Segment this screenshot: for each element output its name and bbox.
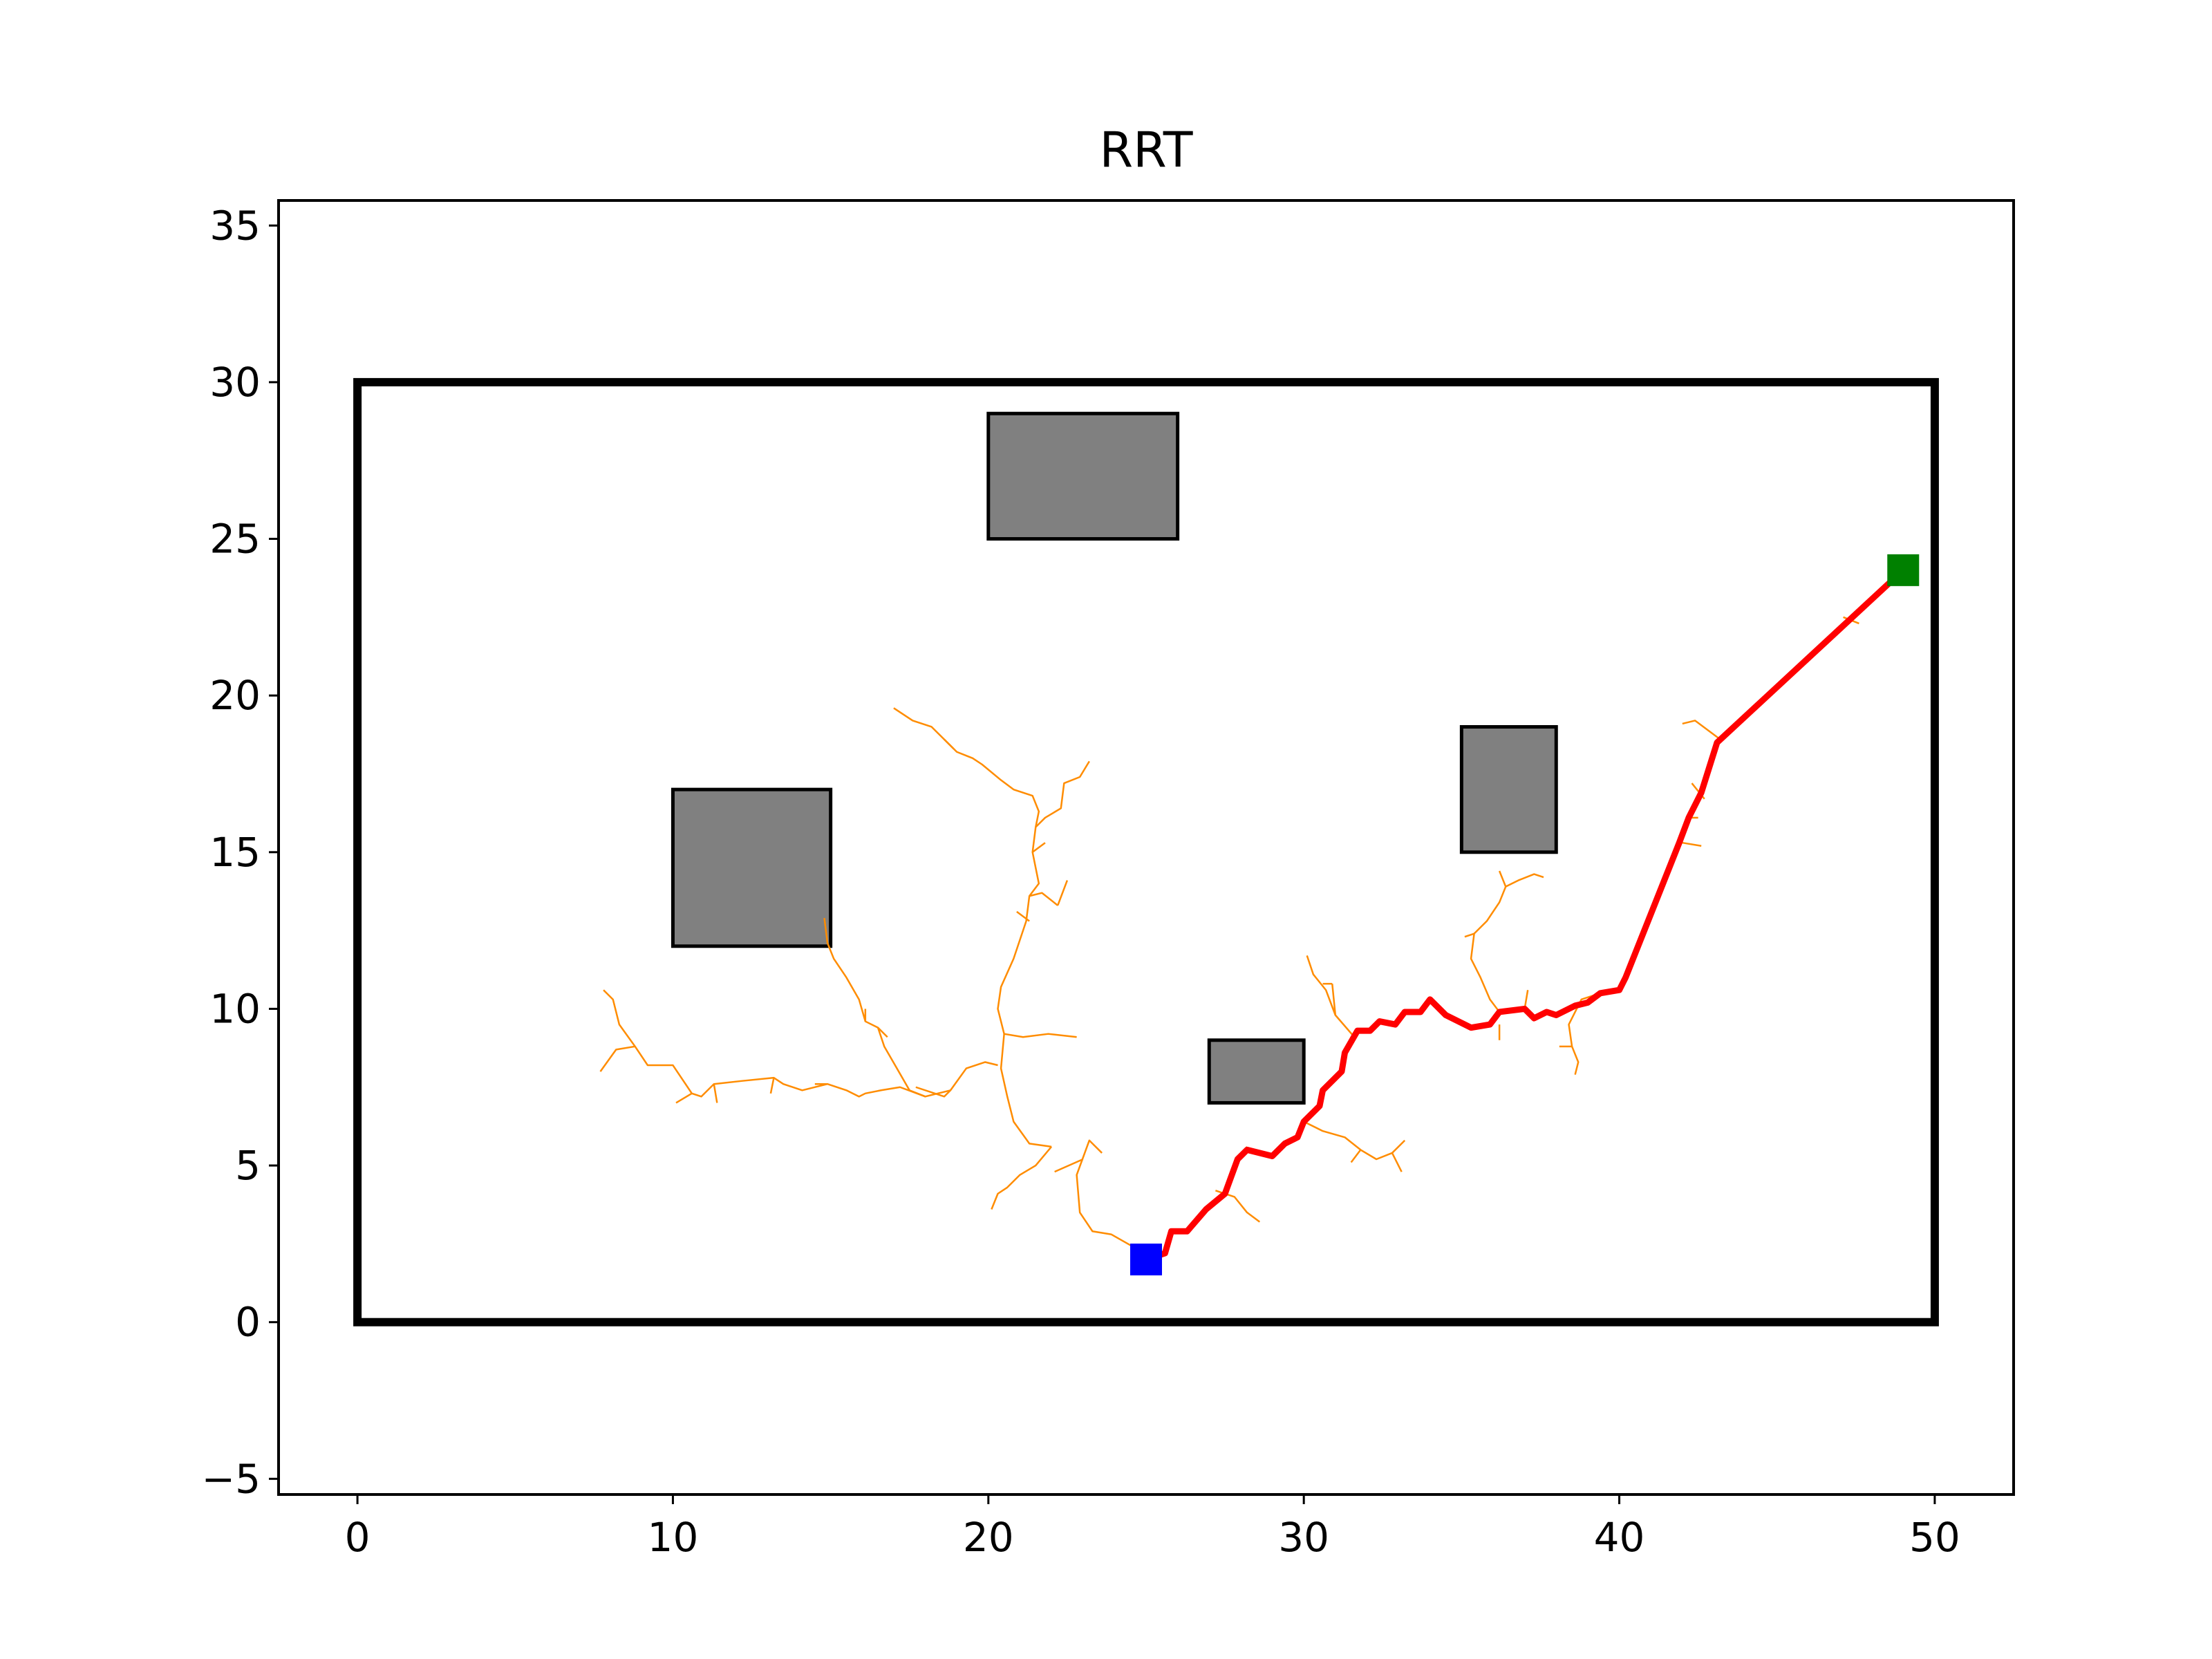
tree-branch-12 [603, 989, 926, 1098]
x-tick-label: 30 [1278, 1514, 1329, 1561]
start-marker [1130, 1244, 1162, 1276]
tree-branch-28 [1306, 955, 1336, 1015]
tree-branch-26 [1391, 1152, 1403, 1172]
obstacle-1 [986, 411, 1180, 541]
boundary-layer [353, 377, 1939, 1327]
tree-branch-31 [1498, 870, 1507, 888]
path-layer [1143, 567, 1906, 1263]
tree-branch-4 [991, 1146, 1053, 1210]
tree-branch-25 [1350, 1149, 1362, 1163]
x-axis: 0 10 20 30 40 50 [345, 1494, 1960, 1561]
obstacles-layer [671, 411, 1558, 1105]
obstacle-3 [1207, 1038, 1306, 1105]
tree-branch-20 [1016, 910, 1030, 922]
tree-branch-41 [1682, 720, 1721, 740]
tree-branch-21 [1031, 842, 1046, 853]
tree-branch-27 [1331, 984, 1356, 1038]
tree-branch-19 [944, 738, 955, 750]
y-tick-label: −5 [202, 1455, 261, 1502]
x-tick-label: 50 [1909, 1514, 1960, 1561]
planned-path [1143, 567, 1906, 1263]
obstacle-4 [1459, 724, 1558, 854]
tree-branch-8 [915, 1061, 998, 1098]
tree-branch-32 [1464, 932, 1475, 938]
tree-branch-6 [1057, 880, 1069, 906]
y-tick-label: 5 [235, 1142, 261, 1189]
x-tick-label: 10 [648, 1514, 699, 1561]
markers-layer [1130, 554, 1920, 1276]
y-tick-label: 35 [209, 202, 261, 249]
y-tick-label: 25 [209, 516, 261, 563]
tree-branch-14 [675, 1092, 693, 1104]
tree-branch-38 [1682, 841, 1702, 847]
plot-area-frame [277, 199, 2015, 1496]
tree-branch-24 [1303, 1121, 1406, 1161]
tree-branch-15 [713, 1084, 718, 1103]
tree-branch-7 [1004, 1033, 1077, 1038]
x-tick-label: 40 [1594, 1514, 1645, 1561]
y-tick-label: 20 [209, 672, 261, 719]
x-tick-label: 0 [345, 1514, 371, 1561]
tree-branch-10 [877, 1027, 888, 1038]
goal-marker [1887, 554, 1920, 586]
tree-branch-18 [893, 707, 1040, 827]
tree-branch-16 [769, 1077, 775, 1094]
x-tick-label: 20 [963, 1514, 1014, 1561]
tree-branch-3 [997, 760, 1090, 1148]
tree-branch-1 [1076, 1139, 1147, 1260]
y-tick-label: 30 [209, 359, 261, 406]
tree-branch-2 [1054, 1158, 1084, 1173]
tree-branch-35 [1568, 992, 1601, 1075]
y-tick-label: 15 [209, 829, 261, 876]
y-axis: −5 0 5 10 15 20 25 30 35 [202, 202, 279, 1502]
workspace-boundary [353, 377, 1939, 1327]
tree-branch-9 [823, 917, 951, 1098]
y-tick-label: 0 [235, 1299, 261, 1346]
y-tick-label: 10 [209, 985, 261, 1032]
tree-branch-33 [1524, 990, 1529, 1009]
obstacle-2 [671, 787, 833, 948]
tree-branch-30 [1470, 873, 1544, 1013]
chart-title: RRT [1100, 122, 1193, 178]
tree-branch-13 [599, 1045, 635, 1072]
tree-branch-5 [1029, 892, 1058, 906]
